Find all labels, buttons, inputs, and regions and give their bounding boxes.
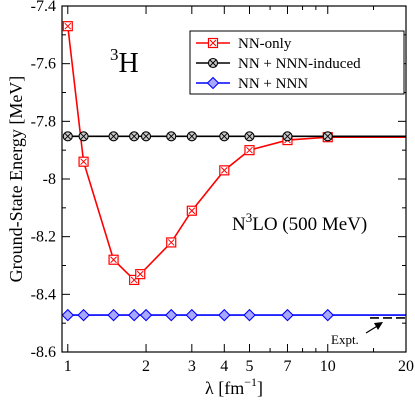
series-nn-nnn-induced: [62, 131, 406, 142]
square-marker-cross: [167, 239, 175, 246]
diamond-marker: [218, 308, 231, 322]
circle-marker-cross: [64, 133, 72, 140]
diamond-marker: [164, 308, 178, 322]
y-tick-label: -8.4: [31, 286, 56, 303]
x-tick-label: 4: [220, 358, 228, 375]
diamond-marker: [206, 76, 220, 90]
legend-entry: NN + NNN: [196, 76, 308, 92]
diamond-marker: [107, 308, 120, 322]
circle-marker-cross: [110, 133, 117, 140]
interaction-suffix: LO (500 MeV): [252, 214, 367, 235]
circle-marker-cross: [324, 133, 332, 140]
nucleus-label: 3H: [110, 45, 139, 79]
circle-marker-cross: [142, 133, 150, 140]
circle-marker-cross: [284, 133, 291, 140]
square-marker-cross: [136, 270, 144, 278]
expt-arrowhead: [374, 322, 383, 330]
y-axis-title: Ground-State Energy [MeV]: [6, 76, 26, 283]
x-axis-title: λ [fm−1]: [205, 375, 263, 398]
square-marker-cross: [220, 166, 228, 174]
x-tick-label: 3: [188, 358, 196, 375]
y-tick-label: -8.2: [31, 229, 56, 246]
x-tick-label: 1: [64, 358, 72, 375]
circle-marker-cross: [209, 59, 217, 67]
legend-label: NN + NNN-induced: [238, 56, 361, 72]
interaction-prefix: N: [232, 214, 246, 235]
y-tick-label: -8: [43, 171, 56, 188]
circle-marker-cross: [130, 133, 138, 140]
nucleus-mass-number: 3: [110, 45, 119, 64]
expt-label: Expt.: [331, 332, 359, 347]
x-axis-title-close: ]: [257, 378, 263, 398]
plot-series-group: [61, 21, 406, 322]
circle-marker-cross: [80, 133, 87, 140]
x-tick-label: 10: [320, 358, 336, 375]
diamond-marker: [185, 308, 199, 322]
diamond-marker: [321, 308, 335, 322]
y-tick-label: -7.6: [31, 56, 56, 73]
diamond-marker: [77, 308, 90, 322]
legend-entry: NN-only: [196, 36, 292, 52]
interaction-order: 3: [246, 210, 253, 225]
x-tick-label: 5: [245, 358, 253, 375]
legend-label: NN-only: [238, 36, 292, 52]
diamond-marker: [139, 308, 153, 322]
circle-marker-cross: [167, 133, 175, 140]
circle-marker-cross: [246, 133, 253, 140]
square-marker-cross: [64, 22, 72, 30]
legend-entry: NN + NNN-induced: [196, 56, 361, 72]
diamond-marker: [61, 308, 75, 322]
series-line: [66, 26, 406, 282]
x-tick-label: 2: [142, 358, 150, 375]
x-axis-title-main: λ [fm: [205, 378, 244, 398]
expt-annotation: Expt.: [331, 317, 406, 347]
x-tick-label: 20: [398, 358, 414, 375]
diamond-marker: [127, 308, 141, 322]
interaction-label: N3LO (500 MeV): [232, 210, 367, 235]
nucleus-symbol: H: [119, 48, 139, 79]
square-marker-cross: [188, 207, 196, 215]
diamond-marker: [243, 308, 256, 322]
legend-label: NN + NNN: [238, 76, 308, 92]
y-tick-label: -7.4: [31, 0, 56, 15]
diamond-marker: [281, 308, 294, 322]
square-marker-cross: [110, 256, 117, 264]
square-marker-cross: [246, 146, 253, 154]
x-tick-label: 7: [283, 358, 291, 375]
x-axis-title-sup: −1: [244, 375, 257, 389]
square-marker-cross: [80, 158, 87, 166]
circle-marker-cross: [188, 133, 196, 140]
series-nn-nnn: [61, 308, 406, 322]
circle-marker-cross: [220, 133, 228, 140]
y-tick-label: -8.6: [31, 344, 56, 361]
legend: NN-only NN + NNN-induced NN + NNN: [189, 30, 405, 95]
square-marker-cross: [209, 39, 217, 47]
y-tick-label: -7.8: [31, 113, 56, 130]
